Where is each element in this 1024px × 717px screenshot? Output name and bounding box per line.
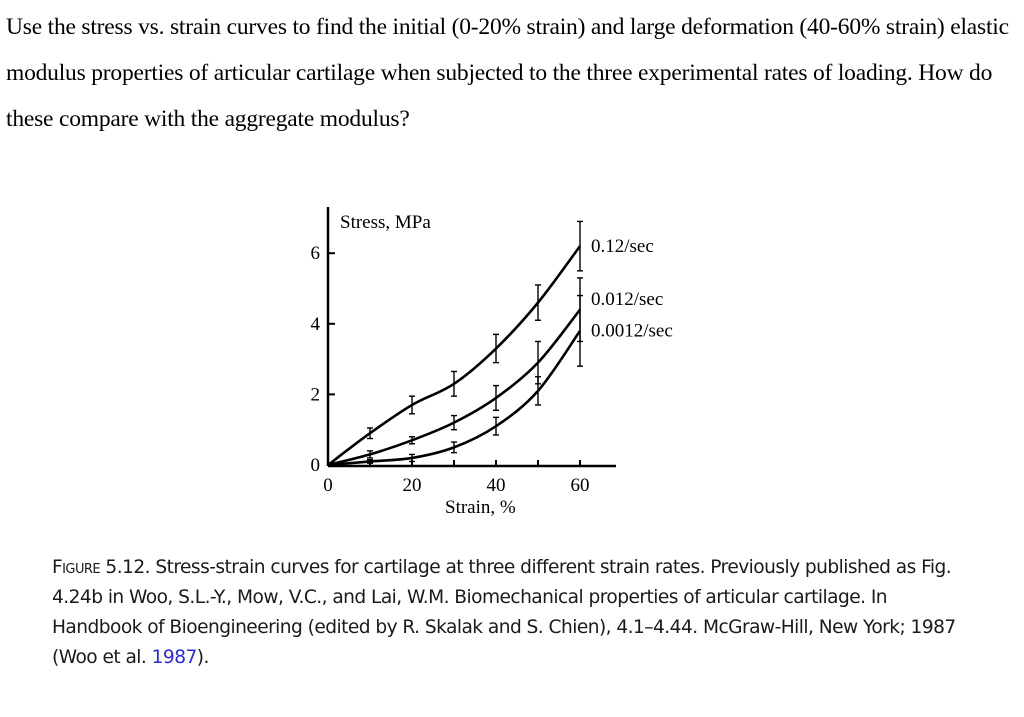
series-label-0.012: 0.012/sec — [591, 289, 663, 310]
error-bar — [409, 453, 415, 463]
stress-strain-chart: Stress, MPa Strain, % 0 2 4 6 0 20 40 60… — [311, 207, 673, 518]
error-bar — [493, 384, 499, 411]
error-bar — [535, 284, 541, 321]
error-bar — [409, 436, 415, 445]
error-bar — [409, 395, 415, 415]
question-text: Use the stress vs. strain curves to find… — [6, 14, 1009, 132]
caption-end: ). — [196, 647, 210, 668]
series-0.12/sec — [327, 220, 583, 467]
reference-link[interactable]: 1987 — [151, 647, 198, 668]
series-0.0012/sec — [327, 294, 583, 467]
error-bar — [577, 294, 583, 367]
error-bar — [451, 441, 457, 454]
error-bar — [451, 370, 457, 397]
series-label-0.12: 0.12/sec — [591, 236, 654, 257]
x-tick-labels: 0 20 40 60 — [323, 475, 589, 496]
legend: 0.12/sec 0.012/sec 0.0012/sec — [591, 236, 673, 341]
axes — [326, 207, 616, 468]
y-tick-label: 2 — [311, 384, 321, 405]
x-tick-label: 60 — [571, 475, 590, 496]
error-bar — [367, 450, 373, 459]
series-label-0.0012: 0.0012/sec — [591, 321, 673, 342]
error-bar — [451, 414, 457, 431]
error-bar — [367, 427, 373, 440]
error-bar — [493, 333, 499, 364]
series-group — [327, 220, 583, 467]
y-tick-label: 0 — [311, 455, 321, 476]
y-tick-label: 4 — [311, 314, 321, 335]
x-tick-label: 0 — [323, 475, 333, 496]
error-bar — [535, 376, 541, 406]
caption-text: Stress-strain curves for cartilage at th… — [52, 557, 956, 668]
error-bar — [493, 416, 499, 436]
series-line — [327, 245, 582, 467]
error-bar — [577, 220, 583, 272]
x-tick-label: 20 — [403, 475, 422, 496]
figure-label: Figure 5.12. — [52, 557, 151, 578]
figure-caption: Figure 5.12. Stress-strain curves for ca… — [52, 553, 962, 673]
x-axis-label: Strain, % — [445, 497, 516, 518]
error-bar — [367, 459, 373, 464]
y-axis-label: Stress, MPa — [340, 212, 431, 233]
y-tick-labels: 0 2 4 6 — [311, 243, 321, 476]
y-tick-label: 6 — [311, 243, 321, 264]
x-tick-label: 40 — [487, 475, 506, 496]
